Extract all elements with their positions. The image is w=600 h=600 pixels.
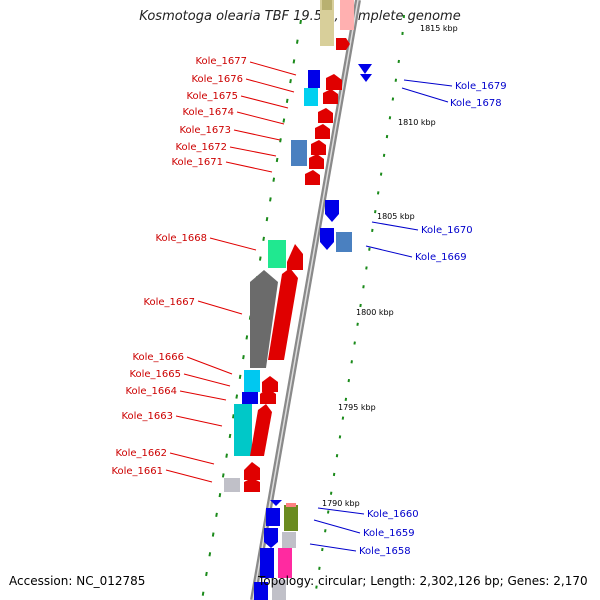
gene-label: Kole_1666 <box>132 352 184 363</box>
gene-kole-1678 <box>360 74 372 82</box>
left-gene-labels <box>165 61 297 483</box>
gene-label: Kole_1673 <box>179 125 231 136</box>
minus-strand-genes <box>224 0 354 492</box>
gene-kole-1674 <box>318 108 333 123</box>
gene-kole-1667 <box>250 270 278 368</box>
gene-label: Kole_1662 <box>115 448 167 459</box>
gene-label: Kole_1659 <box>363 528 415 539</box>
gene-label: Kole_1670 <box>421 225 473 236</box>
tick-label: 1815 kbp <box>420 24 458 33</box>
tick-label: 1800 kbp <box>356 308 394 317</box>
gene-kole-1671 <box>305 170 320 185</box>
gene-label: Kole_1667 <box>143 297 195 308</box>
accession-text: Accession: NC_012785 <box>9 574 146 588</box>
gene-kole-1670 <box>325 200 339 222</box>
gene-kole-1679 <box>358 64 372 74</box>
right-gene-labels <box>309 79 453 552</box>
gene-label: Kole_1678 <box>450 98 502 109</box>
map-title: Kosmotoga olearia TBF 19.5.1, complete g… <box>139 9 461 24</box>
scale-ticks: 1815 kbp 1810 kbp 1805 kbp 1800 kbp 1795… <box>322 24 458 508</box>
gene-label: Kole_1676 <box>191 74 243 85</box>
outer-tick-track <box>315 14 405 591</box>
topology-text: Topology: circular; Length: 2,302,126 bp… <box>258 574 588 588</box>
gene-kole-1659 <box>264 528 278 548</box>
tick-label: 1805 kbp <box>377 212 415 221</box>
gene-label: Kole_1672 <box>175 142 227 153</box>
gene-kole-1666 <box>244 370 260 392</box>
gene-kole-1663 <box>234 404 252 456</box>
gene-kole-1658 <box>260 548 274 578</box>
gene-label: Kole_1679 <box>455 81 507 92</box>
gene-kole-1660 <box>284 505 298 531</box>
gene-kole-1677 <box>308 70 320 88</box>
tick-label: 1795 kbp <box>338 403 376 412</box>
gene-label: Kole_1669 <box>415 252 467 263</box>
gene-label: Kole_1661 <box>111 466 163 477</box>
gene-kole-1662 <box>244 462 260 480</box>
gene-arrow <box>336 38 350 50</box>
gene-kole-1673 <box>315 124 330 139</box>
gene-kole-1672 <box>291 140 307 166</box>
gene-label: Kole_1663 <box>121 411 173 422</box>
gene-label: Kole_1660 <box>367 509 419 520</box>
plus-strand-genes <box>254 64 372 600</box>
gene-label: Kole_1671 <box>171 157 223 168</box>
tick-label: 1790 kbp <box>322 499 360 508</box>
tick-label: 1810 kbp <box>398 118 436 127</box>
gene-label: Kole_1677 <box>195 56 247 67</box>
gene-label: Kole_1675 <box>186 91 238 102</box>
gene-kole-1661 <box>224 478 240 492</box>
gene-label: Kole_1674 <box>182 107 234 118</box>
gene-label: Kole_1664 <box>125 386 177 397</box>
gene-label: Kole_1668 <box>155 233 207 244</box>
gene-block-top-olive <box>320 0 334 46</box>
gene-label: Kole_1658 <box>359 546 411 557</box>
gene-kole-1676 <box>304 88 318 106</box>
gene-kole-1664 <box>260 388 276 404</box>
gene-label: Kole_1665 <box>129 369 181 380</box>
gene-kole-1669 <box>336 232 352 252</box>
gene-kole-1668 <box>268 240 286 268</box>
